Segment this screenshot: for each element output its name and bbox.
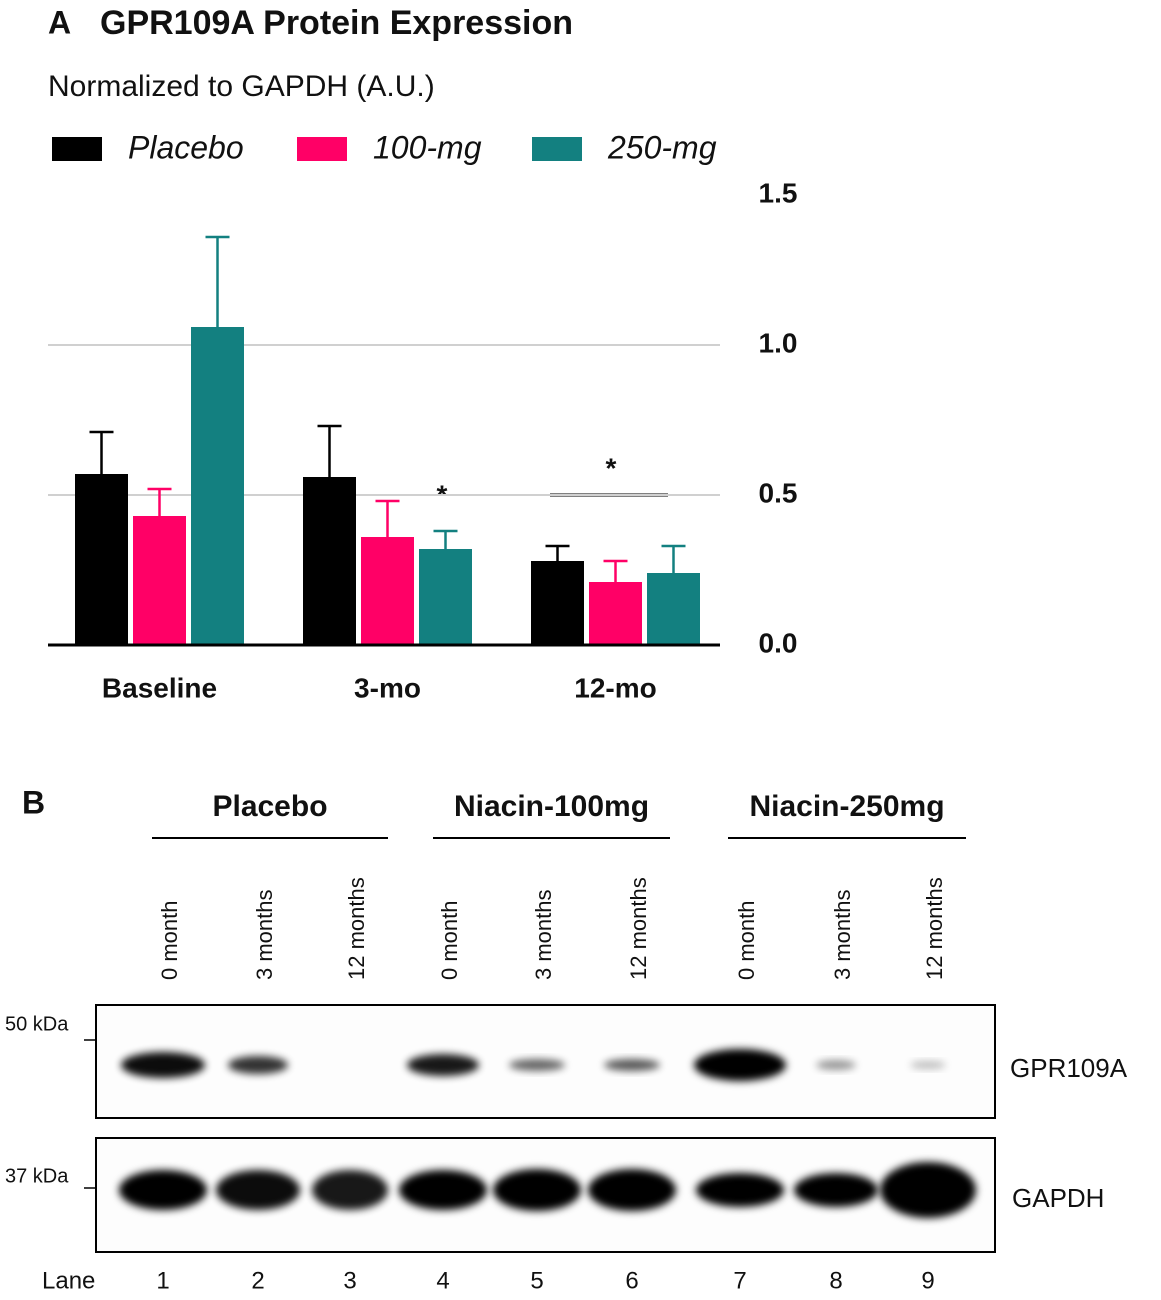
lane-number: 5 <box>530 1267 543 1294</box>
lane-number: 4 <box>436 1267 449 1294</box>
band <box>910 1061 946 1069</box>
legend-swatch <box>297 137 347 161</box>
row-label: GPR109A <box>1010 1053 1128 1083</box>
group-label: Niacin-250mg <box>749 790 944 823</box>
lane-condition: 12 months <box>626 877 651 980</box>
band <box>604 1059 660 1071</box>
lane-condition: 3 months <box>830 890 855 981</box>
bar <box>419 549 472 645</box>
x-tick-label: Baseline <box>102 672 217 703</box>
lane-condition: 12 months <box>344 877 369 980</box>
bar <box>75 474 128 645</box>
band <box>794 1173 878 1207</box>
row-label: GAPDH <box>1012 1183 1104 1213</box>
bar <box>589 582 642 645</box>
lane-number: 9 <box>921 1267 934 1294</box>
marker-label: 37 kDa <box>5 1165 69 1187</box>
x-tick-label: 3-mo <box>354 672 421 703</box>
chart-subtitle: Normalized to GAPDH (A.U.) <box>48 70 435 103</box>
lane-condition: 12 months <box>922 877 947 980</box>
error-bar <box>147 487 172 516</box>
marker-label: 50 kDa <box>5 1013 69 1035</box>
lane-number: 2 <box>251 1267 264 1294</box>
lane-label: Lane <box>42 1267 95 1294</box>
lane-number: 8 <box>829 1267 842 1294</box>
group-label: Placebo <box>212 790 327 823</box>
band <box>228 1056 288 1074</box>
error-bar <box>317 424 342 477</box>
error-bar <box>603 559 628 582</box>
chart-title: GPR109A Protein Expression <box>100 4 573 42</box>
lane-condition: 0 month <box>437 901 462 981</box>
band <box>407 1054 479 1076</box>
error-bar <box>375 499 400 537</box>
lane-condition: 3 months <box>252 890 277 981</box>
bar <box>303 477 356 645</box>
lane-condition: 0 month <box>157 901 182 981</box>
y-tick-label: 1.0 <box>759 327 798 358</box>
legend-swatch <box>52 137 102 161</box>
error-bar <box>205 235 230 327</box>
bar <box>531 561 584 645</box>
error-bar <box>545 544 570 561</box>
band <box>121 1052 205 1078</box>
legend-label: 250-mg <box>607 129 717 165</box>
y-tick-label: 1.5 <box>759 177 798 208</box>
band <box>216 1170 300 1210</box>
band <box>880 1162 976 1218</box>
lane-number: 1 <box>156 1267 169 1294</box>
lane-number: 7 <box>733 1267 746 1294</box>
panel-label: B <box>22 784 45 820</box>
band <box>816 1060 856 1070</box>
bar <box>361 537 414 645</box>
error-bar <box>433 529 458 549</box>
annotation: * <box>606 452 617 483</box>
legend-label: Placebo <box>128 129 244 165</box>
band <box>312 1170 388 1210</box>
band <box>119 1170 207 1210</box>
y-tick-label: 0.5 <box>759 477 798 508</box>
error-bar <box>661 544 686 573</box>
bar <box>647 573 700 645</box>
band <box>696 1173 784 1207</box>
y-tick-label: 0.0 <box>759 627 798 658</box>
lane-number: 6 <box>625 1267 638 1294</box>
group-label: Niacin-100mg <box>454 790 649 823</box>
band <box>588 1169 676 1211</box>
band <box>493 1169 581 1211</box>
error-bar <box>89 430 114 474</box>
legend-swatch <box>532 137 582 161</box>
bar <box>191 327 244 645</box>
lane-condition: 0 month <box>734 901 759 981</box>
panel-label: A <box>48 4 71 40</box>
x-tick-label: 12-mo <box>574 672 656 703</box>
band <box>509 1059 565 1071</box>
band <box>399 1170 487 1210</box>
lane-condition: 3 months <box>531 890 556 981</box>
band <box>694 1049 786 1081</box>
bar <box>133 516 186 645</box>
legend-label: 100-mg <box>373 129 482 165</box>
lane-number: 3 <box>343 1267 356 1294</box>
